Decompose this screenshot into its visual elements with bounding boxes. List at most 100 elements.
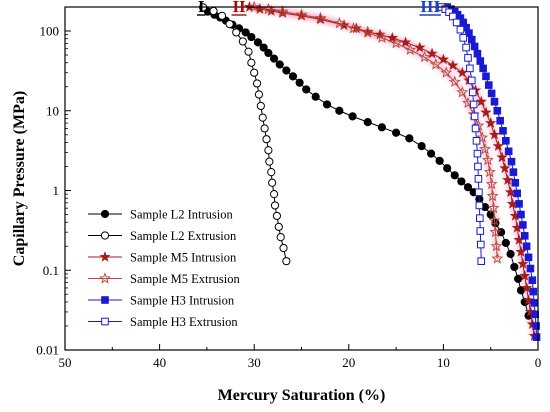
data-point: [475, 95, 487, 107]
data-point: [473, 149, 482, 158]
data-point: [302, 85, 311, 94]
x-tick-label: 40: [153, 355, 166, 370]
legend-item: Sample H3 Extrusion: [88, 315, 238, 329]
data-point: [476, 227, 485, 235]
data-point: [481, 153, 494, 166]
data-point: [487, 89, 496, 98]
region-label: III: [420, 0, 440, 16]
y-tick-label: 0.01: [36, 343, 59, 358]
series-5: [437, 3, 486, 265]
data-point: [279, 243, 288, 253]
data-point: [418, 50, 431, 63]
data-point: [526, 264, 535, 273]
y-axis-title: Capillary Pressure (MPa): [11, 91, 28, 266]
series-line: [254, 6, 498, 259]
data-point: [457, 177, 466, 186]
series-layer: [199, 0, 541, 341]
data-point: [276, 5, 289, 17]
data-point: [532, 333, 541, 341]
data-point: [258, 113, 267, 122]
data-point: [506, 249, 515, 259]
data-point: [437, 53, 449, 65]
data-point: [259, 43, 268, 52]
data-point: [248, 0, 261, 13]
data-point: [496, 151, 508, 163]
data-point: [468, 88, 477, 97]
data-point: [524, 306, 537, 317]
data-point: [282, 66, 291, 75]
data-point: [361, 26, 374, 38]
data-point: [486, 189, 499, 202]
x-axis: 50 40 30 20 10 0: [59, 344, 541, 370]
data-point: [502, 174, 514, 185]
data-point: [260, 124, 269, 133]
x-tick-label: 10: [437, 355, 450, 370]
data-point: [517, 258, 529, 269]
legend-item: Sample M5 Intrusion: [88, 251, 237, 265]
series-glow-3: [250, 3, 501, 263]
data-point: [276, 233, 285, 242]
data-point: [362, 25, 374, 37]
data-point: [443, 164, 452, 173]
legend-item: Sample L2 Extrusion: [88, 229, 237, 243]
data-point: [262, 135, 271, 144]
data-point: [417, 142, 426, 151]
data-point: [268, 178, 277, 187]
data-point: [517, 210, 525, 219]
data-point: [377, 123, 387, 132]
data-point: [462, 43, 470, 52]
x-tick-label: 30: [248, 355, 261, 370]
data-point: [519, 270, 531, 281]
data-point: [450, 171, 459, 180]
data-point: [477, 257, 486, 265]
data-point: [501, 238, 510, 248]
data-point: [521, 282, 533, 293]
data-point: [509, 168, 518, 176]
data-point: [476, 240, 485, 249]
legend-marker: [99, 272, 111, 284]
data-point: [524, 253, 533, 262]
data-point: [499, 162, 511, 174]
data-point: [241, 28, 250, 37]
legend-marker: [100, 231, 110, 240]
data-point: [209, 6, 218, 16]
data-point: [496, 116, 504, 125]
data-point: [475, 201, 484, 210]
data-point: [487, 201, 500, 214]
data-point: [459, 34, 468, 42]
region-label: II: [232, 0, 246, 16]
y-tick-label: 100: [40, 24, 60, 39]
legend-item: Sample H3 Intrusion: [88, 294, 235, 308]
data-point: [288, 72, 298, 81]
legend-label: Sample H3 Extrusion: [130, 315, 238, 329]
region-label: I: [198, 0, 205, 16]
data-point: [522, 242, 531, 251]
series-line: [202, 6, 287, 262]
data-point: [515, 200, 523, 208]
data-point: [311, 92, 320, 101]
x-tick-label: 50: [59, 355, 72, 370]
data-point: [405, 134, 414, 143]
data-point: [335, 106, 344, 115]
legend-marker: [101, 317, 109, 326]
data-point: [532, 322, 540, 330]
data-point: [404, 43, 417, 55]
data-point: [265, 157, 274, 166]
data-point: [272, 211, 282, 221]
data-point: [467, 76, 476, 85]
data-point: [467, 35, 476, 44]
data-point: [254, 90, 264, 99]
data-point: [472, 137, 481, 145]
data-point: [452, 18, 461, 27]
data-point: [471, 124, 480, 133]
data-point: [238, 37, 247, 46]
data-point: [476, 131, 489, 143]
data-point: [217, 11, 227, 20]
series-0: [203, 7, 533, 320]
data-point: [492, 140, 504, 151]
legend-label: Sample M5 Extrusion: [130, 272, 240, 286]
data-point: [504, 147, 513, 156]
data-point: [491, 252, 504, 264]
data-point: [464, 54, 472, 62]
